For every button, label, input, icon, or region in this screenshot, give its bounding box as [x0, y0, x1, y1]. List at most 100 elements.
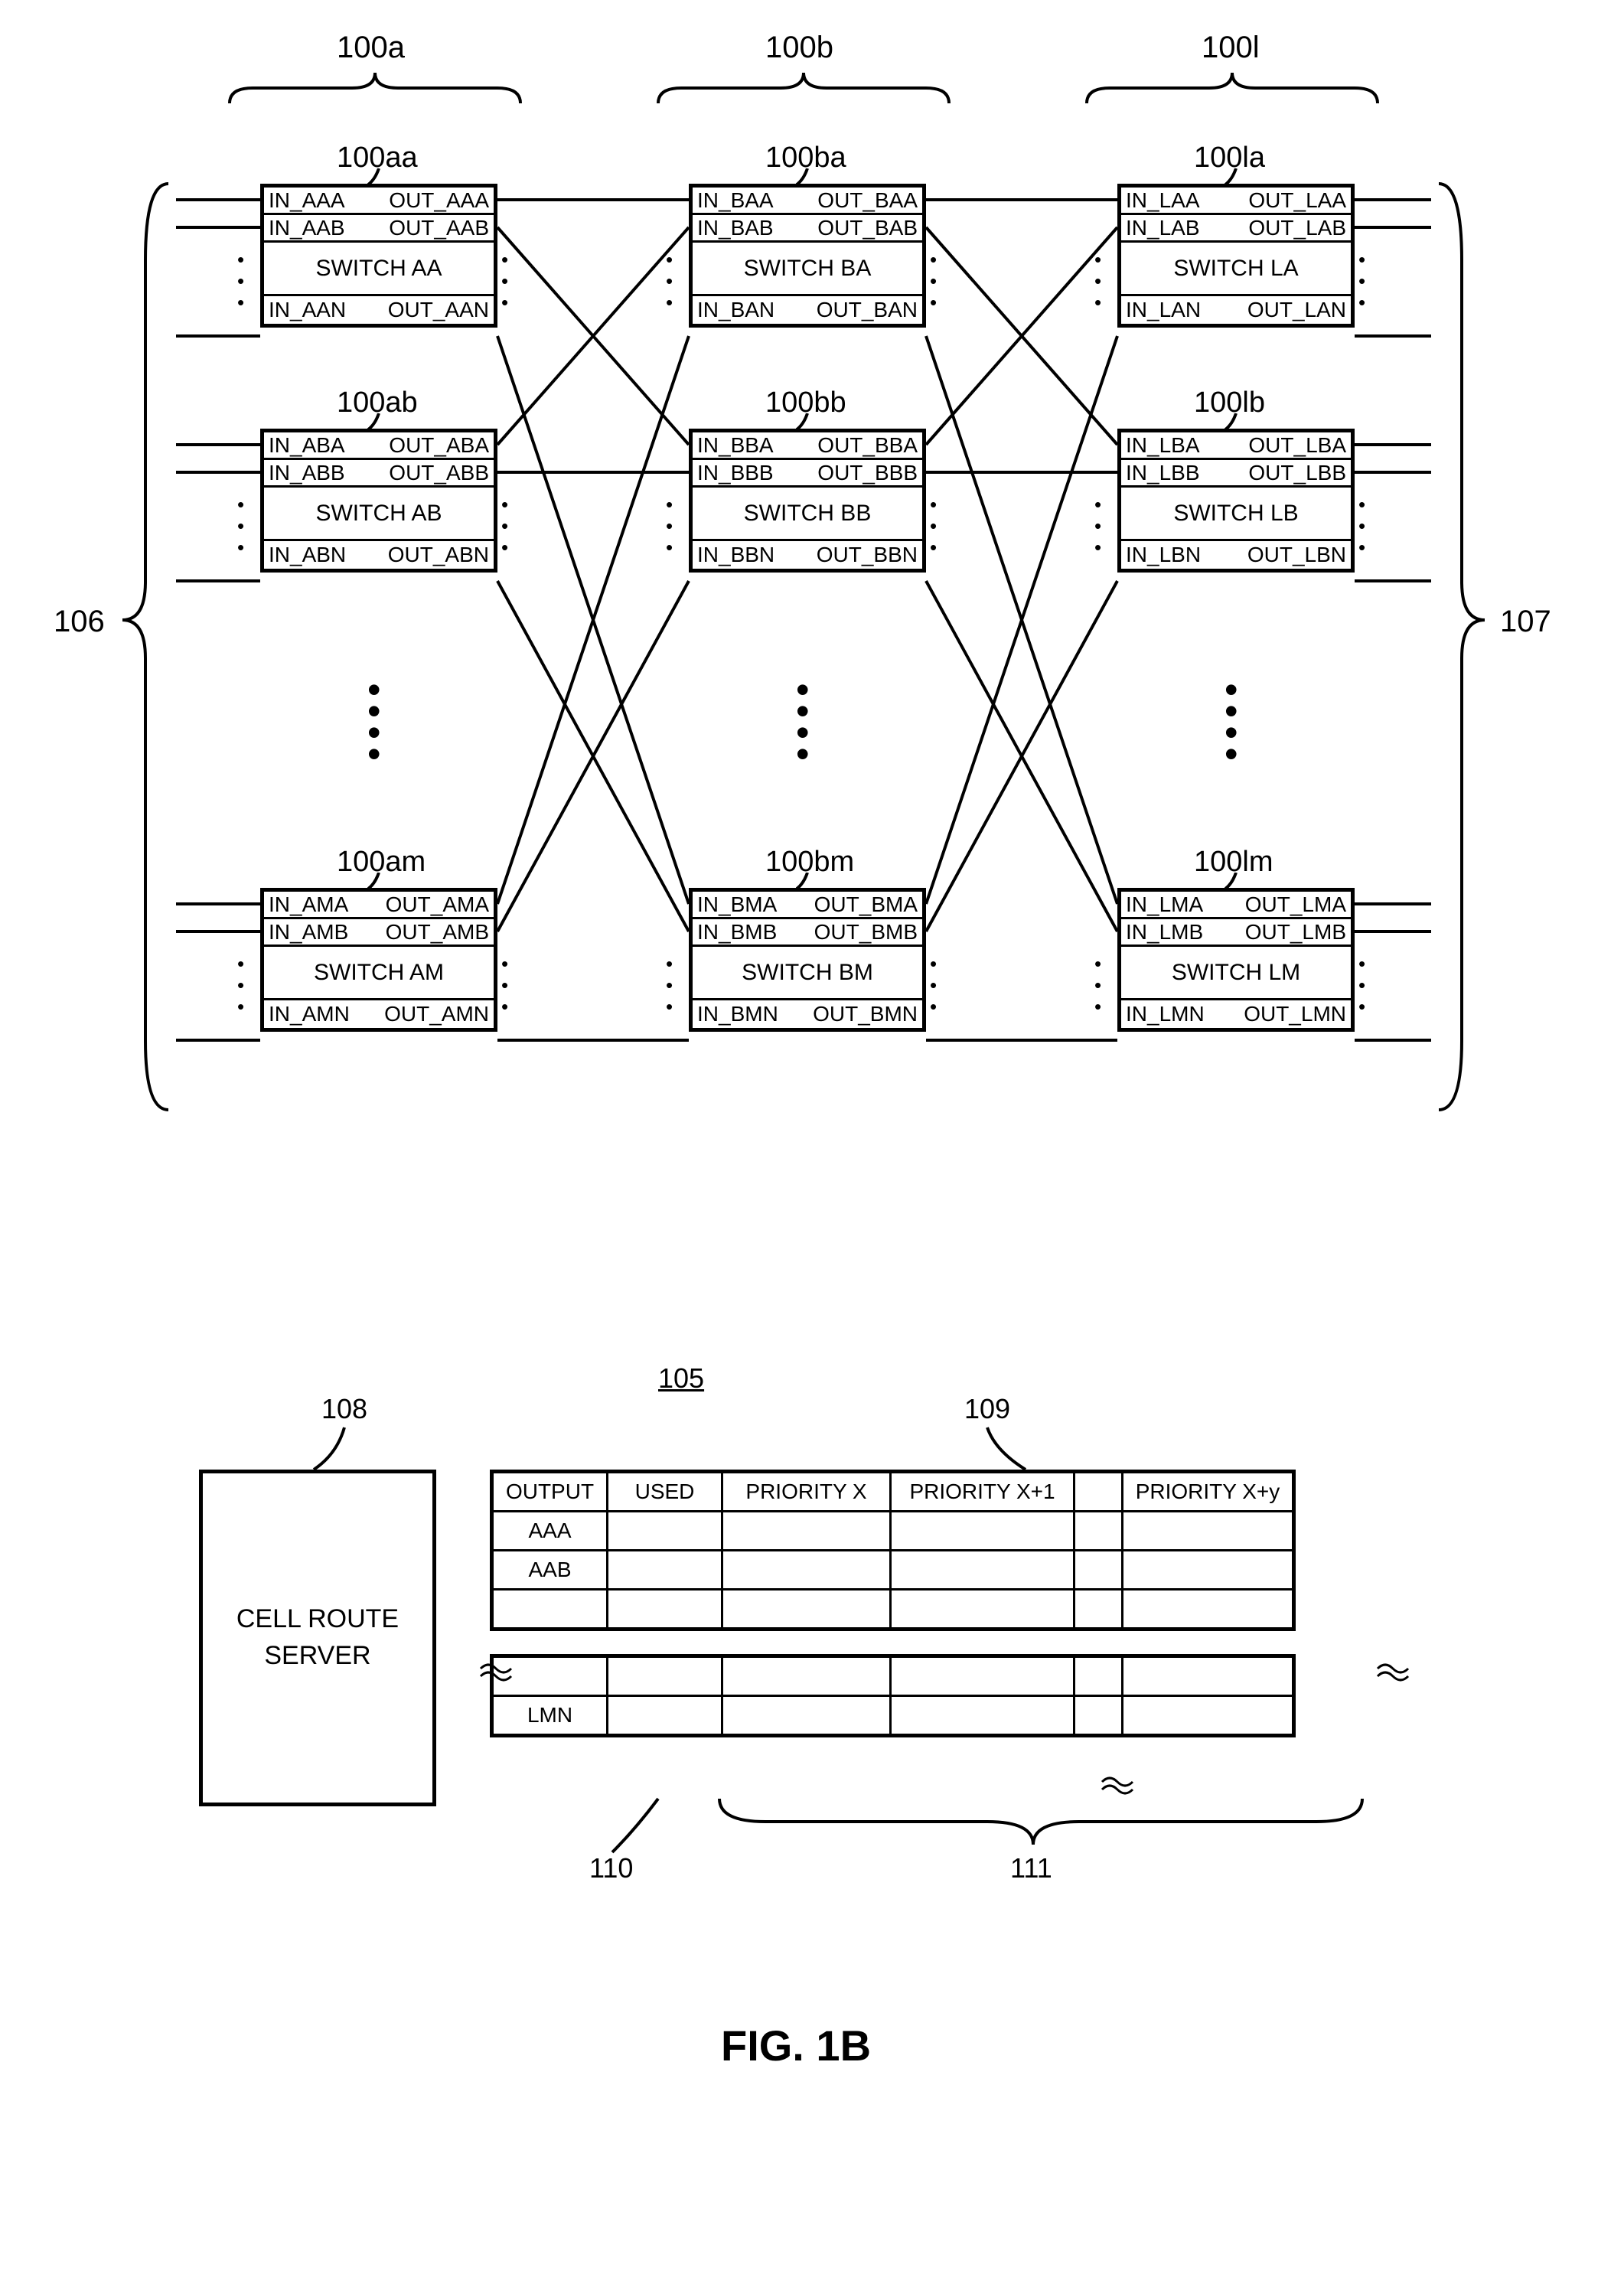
port-row: IN_AMAOUT_AMA [264, 892, 494, 919]
port-in: IN_AMN [269, 1002, 350, 1026]
port-row: IN_BMB OUT_BMB [693, 919, 922, 947]
switch-aa: IN_AAAOUT_AAAIN_AABOUT_AABSWITCH AAIN_AA… [260, 184, 497, 328]
port-in: IN_LBA [1126, 433, 1200, 458]
port-out: OUT_BMN [813, 1002, 918, 1026]
port-in: IN_LBB [1126, 461, 1200, 485]
port-row: IN_AAN OUT_AAN [264, 296, 494, 324]
table-cell [608, 1512, 723, 1549]
port-out: OUT_LMB [1245, 920, 1346, 945]
port-in: IN_BMN [697, 1002, 778, 1026]
switch-am: IN_AMAOUT_AMAIN_AMBOUT_AMBSWITCH AMIN_AM… [260, 888, 497, 1032]
vdots-icon: ••• [237, 948, 244, 1023]
table-cell [723, 1658, 892, 1695]
port-row: IN_LBNOUT_LBN [1121, 541, 1351, 569]
port-out: OUT_LAN [1247, 298, 1346, 322]
port-row: IN_BBB OUT_BBB [693, 460, 922, 488]
table-cell [892, 1512, 1075, 1549]
stage-l-label: 100l [1202, 31, 1260, 65]
switch-name: SWITCH AB [264, 488, 494, 541]
port-in: IN_BAB [697, 216, 774, 240]
switch-lb: IN_LBAOUT_LBAIN_LBBOUT_LBBSWITCH LBIN_LB… [1117, 429, 1355, 573]
switch-name: SWITCH LM [1121, 947, 1351, 1000]
right-ref-107: 107 [1500, 605, 1551, 639]
stage-b-label: 100b [765, 31, 833, 65]
port-in: IN_BBN [697, 543, 774, 567]
port-out: OUT_BBN [817, 543, 918, 567]
port-row: IN_BAB OUT_BAB [693, 215, 922, 243]
vdots-icon: ••• [237, 243, 244, 318]
port-out: OUT_LAA [1248, 188, 1346, 213]
vdots-icon: ••• [1094, 948, 1101, 1023]
port-row: IN_BBAOUT_BBA [693, 432, 922, 460]
switch-ab: IN_ABAOUT_ABAIN_ABBOUT_ABBSWITCH ABIN_AB… [260, 429, 497, 573]
port-out: OUT_BAB [817, 216, 918, 240]
port-in: IN_AMB [269, 920, 348, 945]
table-header-cell: PRIORITY X+y [1123, 1473, 1292, 1510]
port-row: IN_LAN OUT_LAN [1121, 296, 1351, 324]
table-row: LMN [494, 1697, 1292, 1734]
vdots-icon: ••• [501, 948, 508, 1023]
port-out: OUT_ABA [389, 433, 489, 458]
port-row: IN_ABAOUT_ABA [264, 432, 494, 460]
table-cell [1123, 1551, 1292, 1588]
table-cell [892, 1551, 1075, 1588]
port-row: IN_LABOUT_LAB [1121, 215, 1351, 243]
table-cell [723, 1551, 892, 1588]
port-in: IN_LAN [1126, 298, 1201, 322]
port-out: OUT_AMB [386, 920, 489, 945]
vdots-icon: ••• [930, 488, 937, 563]
port-row: IN_LMAOUT_LMA [1121, 892, 1351, 919]
vdots-icon: ••• [501, 243, 508, 318]
port-out: OUT_BBB [817, 461, 918, 485]
port-in: IN_BBB [697, 461, 774, 485]
port-out: OUT_AMN [384, 1002, 489, 1026]
port-in: IN_LAB [1126, 216, 1200, 240]
port-in: IN_ABN [269, 543, 346, 567]
table-cell [608, 1551, 723, 1588]
port-row: IN_AAAOUT_AAA [264, 188, 494, 215]
server-label: CELL ROUTE SERVER [236, 1601, 399, 1674]
table-cell [1123, 1590, 1292, 1627]
port-row: IN_BAAOUT_BAA [693, 188, 922, 215]
table-cell [608, 1590, 723, 1627]
table-row [494, 1658, 1292, 1697]
route-server-section: 105 108 109 CELL ROUTE SERVER OUTPUTUSED… [31, 1362, 1561, 1975]
server-ref-108: 108 [321, 1393, 367, 1425]
port-row: IN_LBBOUT_LBB [1121, 460, 1351, 488]
port-out: OUT_BAN [817, 298, 918, 322]
table-cell [608, 1697, 723, 1734]
table-cell [723, 1590, 892, 1627]
vdots-icon: ••• [1358, 243, 1365, 318]
port-in: IN_BMB [697, 920, 777, 945]
port-row: IN_LAAOUT_LAA [1121, 188, 1351, 215]
table-cell [723, 1512, 892, 1549]
switch-name: SWITCH BM [693, 947, 922, 1000]
port-in: IN_BMA [697, 892, 777, 917]
port-in: IN_AAN [269, 298, 346, 322]
port-in: IN_BAN [697, 298, 774, 322]
table-row [494, 1590, 1292, 1627]
port-row: IN_LMBOUT_LMB [1121, 919, 1351, 947]
port-in: IN_LBN [1126, 543, 1201, 567]
table-cell [723, 1697, 892, 1734]
switch-bb: IN_BBAOUT_BBAIN_BBBOUT_BBBSWITCH BBIN_BB… [689, 429, 926, 573]
port-in: IN_AAA [269, 188, 345, 213]
port-row: IN_BMAOUT_BMA [693, 892, 922, 919]
port-in: IN_BAA [697, 188, 774, 213]
port-out: OUT_BMB [814, 920, 918, 945]
port-out: OUT_LMN [1244, 1002, 1346, 1026]
port-row: IN_BMN OUT_BMN [693, 1000, 922, 1028]
section-ref-105: 105 [658, 1362, 704, 1395]
table-cell [1123, 1512, 1292, 1549]
port-in: IN_AMA [269, 892, 348, 917]
table-cell [892, 1658, 1075, 1695]
port-out: OUT_LMA [1245, 892, 1346, 917]
table-header-cell: USED [608, 1473, 723, 1510]
table-ref-109: 109 [964, 1393, 1010, 1425]
vdots-icon: ••• [1358, 488, 1365, 563]
switch-fabric-diagram: 100a 100b 100l 106 107 100aaIN_AAAOUT_AA… [31, 31, 1561, 1332]
switch-name: SWITCH BA [693, 243, 922, 296]
switch-la: IN_LAAOUT_LAAIN_LABOUT_LABSWITCH LAIN_LA… [1117, 184, 1355, 328]
port-out: OUT_AAN [388, 298, 489, 322]
switch-name: SWITCH LB [1121, 488, 1351, 541]
